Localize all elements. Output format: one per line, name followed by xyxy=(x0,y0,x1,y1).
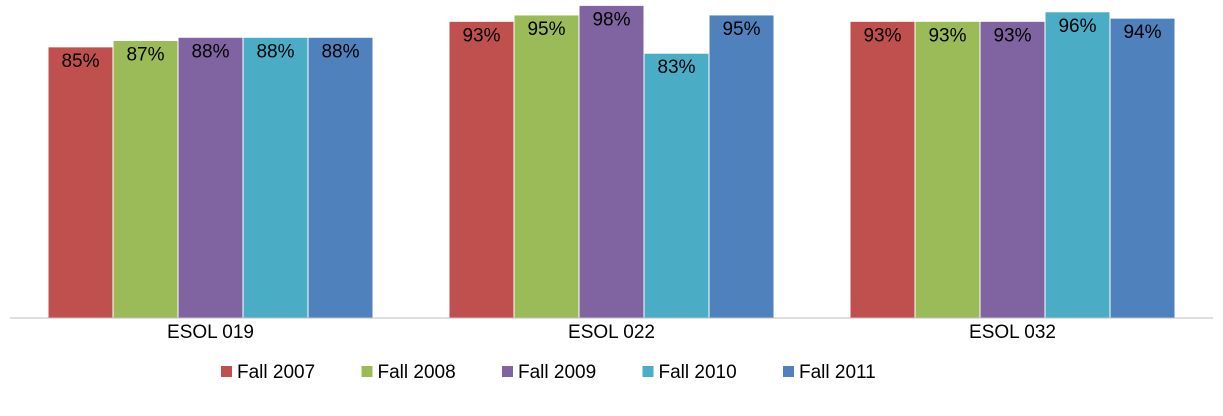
data-label: 93% xyxy=(863,25,901,46)
legend-swatch xyxy=(642,366,654,377)
data-label: 98% xyxy=(592,9,630,30)
data-label: 83% xyxy=(657,57,695,78)
data-label: 95% xyxy=(527,19,565,40)
legend-label: Fall 2009 xyxy=(518,362,596,383)
bar xyxy=(448,20,515,319)
data-label: 93% xyxy=(993,25,1031,46)
legend-label: Fall 2010 xyxy=(659,362,737,383)
bar xyxy=(578,4,645,319)
data-label: 88% xyxy=(256,41,294,62)
bar xyxy=(914,20,981,319)
legend-swatch xyxy=(502,366,513,377)
bar xyxy=(643,52,710,319)
data-label: 95% xyxy=(722,19,760,40)
bar xyxy=(112,39,179,319)
legend-label: Fall 2011 xyxy=(799,362,876,383)
data-label: 88% xyxy=(191,41,229,62)
bar xyxy=(849,20,916,319)
bar xyxy=(307,36,374,319)
x-tick-label: ESOL 032 xyxy=(969,322,1056,343)
bar xyxy=(513,14,580,319)
data-label: 93% xyxy=(462,25,500,46)
bar xyxy=(242,36,309,319)
data-label: 93% xyxy=(928,25,966,46)
bar xyxy=(177,36,244,319)
bar xyxy=(1109,17,1176,319)
x-tick-label: ESOL 019 xyxy=(167,322,254,343)
bar xyxy=(708,14,775,319)
data-label: 85% xyxy=(61,51,99,72)
data-label: 94% xyxy=(1123,22,1161,43)
data-label: 88% xyxy=(321,41,359,62)
legend-swatch xyxy=(361,366,373,377)
legend-swatch xyxy=(783,366,794,377)
data-label: 96% xyxy=(1058,16,1096,37)
legend-swatch xyxy=(221,366,232,377)
bar xyxy=(979,20,1046,319)
bar xyxy=(47,46,114,319)
legend-label: Fall 2007 xyxy=(237,362,315,383)
x-tick-label: ESOL 022 xyxy=(568,322,655,343)
data-label: 87% xyxy=(126,44,164,65)
bar xyxy=(1044,11,1111,319)
legend-label: Fall 2008 xyxy=(378,362,456,383)
